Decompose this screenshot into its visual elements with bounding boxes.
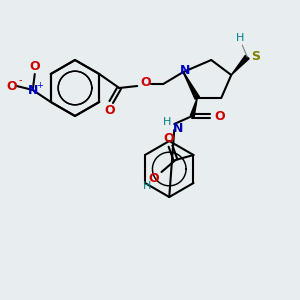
Text: N: N xyxy=(173,122,183,134)
Text: N: N xyxy=(28,83,38,97)
Polygon shape xyxy=(183,72,200,99)
Text: O: O xyxy=(140,76,151,89)
Text: O: O xyxy=(163,131,174,145)
Text: O: O xyxy=(6,80,17,92)
Text: -: - xyxy=(19,75,22,85)
Text: +: + xyxy=(36,82,43,91)
Polygon shape xyxy=(231,55,249,75)
Text: H: H xyxy=(236,33,244,43)
Text: S: S xyxy=(251,50,260,64)
Polygon shape xyxy=(190,98,197,116)
Text: O: O xyxy=(214,110,225,122)
Text: O: O xyxy=(104,103,115,116)
Text: O: O xyxy=(29,61,40,74)
Text: H: H xyxy=(163,117,171,127)
Text: H: H xyxy=(143,181,152,191)
Text: O: O xyxy=(148,172,159,184)
Text: N: N xyxy=(180,64,190,76)
